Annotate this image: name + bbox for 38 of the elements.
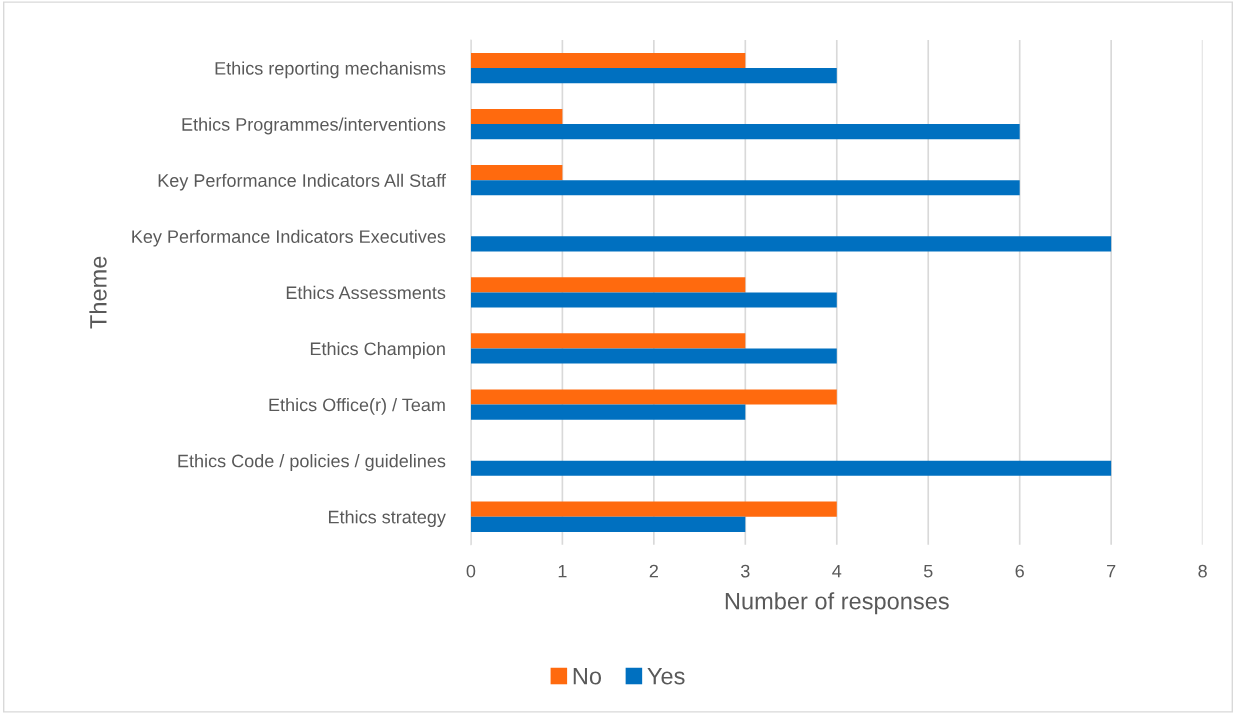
bar — [470, 516, 746, 532]
x-tick-label: 2 — [649, 564, 658, 578]
bar — [470, 501, 837, 517]
bar — [470, 460, 1112, 476]
y-axis-title: Theme — [89, 256, 107, 329]
bar — [470, 236, 1112, 252]
bar — [470, 389, 837, 405]
x-tick-label: 4 — [832, 564, 842, 578]
bar — [470, 292, 837, 308]
y-tick-label: Key Performance Indicators Executives — [132, 229, 446, 247]
legend-label: Yes — [647, 668, 685, 685]
bar — [470, 277, 746, 293]
y-tick-label: Ethics reporting mechanisms — [215, 61, 446, 79]
y-tick-label: Ethics Code / policies / guidelines — [178, 454, 446, 471]
bar — [470, 165, 563, 181]
x-tick-label: 1 — [558, 564, 567, 578]
y-tick-label: Ethics Office(r) / Team — [269, 398, 445, 415]
x-tick-label: 8 — [1198, 564, 1207, 578]
bar — [470, 348, 837, 364]
x-axis-title: Number of responses — [725, 592, 949, 615]
bar — [470, 404, 746, 420]
bar — [470, 108, 563, 125]
legend-label: No — [573, 668, 602, 685]
bar — [470, 52, 746, 69]
x-tick-label: 3 — [740, 564, 750, 578]
bar — [470, 180, 1020, 196]
y-tick-label: Ethics Programmes/interventions — [182, 117, 446, 135]
y-tick-label: Ethics Assessments — [286, 285, 446, 300]
bar — [470, 124, 1020, 140]
x-tick-label: 6 — [1015, 564, 1024, 578]
bar — [470, 333, 746, 349]
y-tick-label: Key Performance Indicators All Staff — [158, 173, 446, 191]
bar — [470, 68, 837, 84]
x-tick-label: 7 — [1107, 564, 1116, 578]
y-tick-label: Ethics strategy — [328, 510, 446, 528]
x-tick-label: 0 — [466, 564, 476, 578]
y-tick-label: Ethics Champion — [310, 341, 445, 359]
x-tick-label: 5 — [923, 564, 933, 578]
